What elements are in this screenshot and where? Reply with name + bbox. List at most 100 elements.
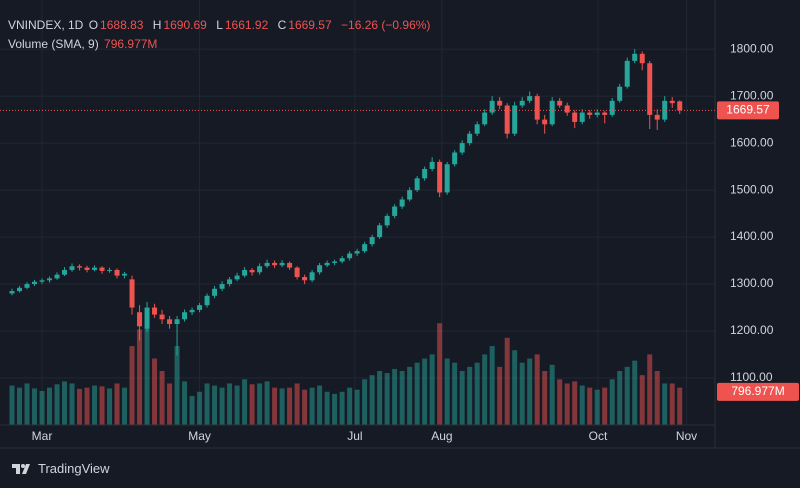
volume-bar [392,368,398,425]
y-tick-label: 1200.00 [730,323,774,337]
volume-bar [234,385,240,425]
candles [9,49,683,356]
candle-body [339,258,345,262]
candle-body [459,143,465,153]
volume-bar [654,371,660,425]
volume-bar [587,387,593,425]
volume-bar [152,358,158,425]
candle-body [189,309,195,313]
candle-body [354,251,360,254]
volume-bar [669,383,675,425]
volume-bar [609,379,615,425]
volume-bar [24,383,30,425]
candle-body [527,96,533,101]
candle-body [594,112,600,115]
volume-bar [354,389,360,425]
y-tick-label: 1800.00 [730,41,774,55]
volume-bar [362,379,368,425]
candle-body [602,112,608,115]
volume-bar [474,362,480,425]
candle-body [482,112,488,125]
candle-body [17,287,23,292]
candle-body [587,112,593,115]
volume-bar [504,337,510,425]
volume-bar [47,387,53,425]
volume-bar [377,371,383,425]
last-price-label: 1669.57 [726,103,770,117]
volume-bar [107,388,113,425]
y-tick-label: 1600.00 [730,135,774,149]
grid [0,0,715,425]
candle-body [114,269,120,276]
candle-body [414,178,420,191]
candle-body [609,100,615,115]
candle-body [624,60,630,87]
volume-bar [182,381,188,425]
volume-bar [204,383,210,425]
volume-bar [489,346,495,425]
x-tick-label: May [188,429,211,443]
candle-body [572,112,578,122]
volume-bar [332,393,338,425]
candle-body [122,273,128,276]
last-price-tag [717,101,779,120]
candle-body [264,262,270,267]
volume-tag [717,382,799,401]
volume-bar [219,387,225,425]
volume-bar [497,366,503,425]
volume-bar [564,383,570,425]
candle-body [617,86,623,101]
x-tick-label: Mar [32,429,53,443]
candle-body [159,314,165,320]
volume-bar [39,390,45,425]
axes: 1100.00 1200.00 1300.00 1400.00 1500.00 1600.… [0,0,800,449]
volume-sma-value: 796.977M [104,37,158,51]
volume-bar [317,385,323,425]
y-tick-label: 1400.00 [730,229,774,243]
brand: TradingView [12,461,110,476]
candle-body [444,164,450,193]
candle-body [557,100,563,106]
candle-body [437,161,443,193]
candle-body [519,100,525,106]
volume-label: 796.977M [731,384,784,398]
brand-logo [12,463,30,474]
candle-body [9,291,15,294]
volume-bar [212,385,218,425]
x-tick-label: Oct [589,429,608,443]
volume-bar [114,383,120,425]
candle-body [489,100,495,113]
candle-body [197,305,203,310]
volume-bar [227,383,233,425]
candle-body [144,307,150,329]
x-tick-label: Aug [431,429,452,443]
o-label: O [88,18,99,32]
volume-bar [572,381,578,425]
brand-name: TradingView [38,461,110,476]
candle-body [369,237,375,245]
volume-bar [444,358,450,425]
candle-body [452,152,458,165]
candle-body [212,288,218,296]
volume-bar [624,366,630,425]
candle-body [677,101,683,111]
candle-body [287,262,293,268]
candle-body [564,105,570,113]
candle-body [399,199,405,207]
volume-bar [422,358,428,425]
candle-body [249,269,255,273]
candle-body [317,265,323,273]
candle-body [429,161,435,169]
volume-bar [662,383,668,425]
candle-body [362,244,368,252]
l-label: L [216,18,223,32]
candle-body [647,63,653,115]
y-tick-label: 1100.00 [730,370,773,384]
candle-body [84,267,90,270]
x-tick-label: Nov [676,429,697,443]
candle-body [579,112,585,122]
volume-bar [69,383,75,425]
volume-bar [549,364,555,425]
low-value: 1661.92 [224,18,269,32]
